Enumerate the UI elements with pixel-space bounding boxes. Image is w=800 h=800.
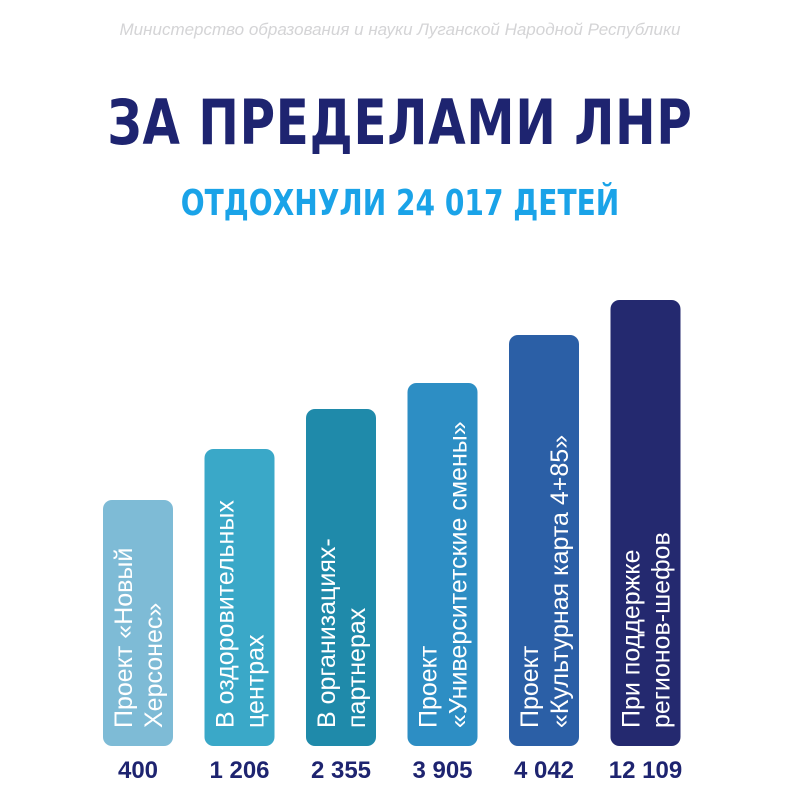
- page-subtitle: ОТДОХНУЛИ 24 017 ДЕТЕЙ: [180, 183, 620, 224]
- ministry-caption: Министерство образования и науки Луганск…: [119, 20, 681, 39]
- value-label-5: 4 042: [514, 757, 574, 784]
- value-label-1: 400: [118, 757, 158, 784]
- bar-6: [610, 300, 681, 746]
- page-title: ЗА ПРЕДЕЛАМИ ЛНР: [107, 86, 693, 159]
- bar-1: [103, 500, 173, 746]
- bar-label-2: В оздоровительныхцентрах: [212, 500, 270, 728]
- bar-3: [306, 409, 376, 746]
- bar-label-6: При поддержкерегионов-шефов: [618, 532, 676, 728]
- value-label-4: 3 905: [412, 757, 472, 784]
- bar-5: [509, 335, 579, 746]
- bar-2: [204, 449, 275, 746]
- bar-label-4: Проект«Университетские смены»: [415, 421, 473, 728]
- value-label-3: 2 355: [311, 757, 371, 784]
- value-label-6: 12 109: [609, 757, 682, 784]
- bar-4: [407, 383, 478, 746]
- bar-label-5: Проект«Культурная карта 4+85»: [516, 435, 574, 728]
- bar-label-3: В организациях-партнерах: [313, 538, 371, 728]
- value-label-2: 1 206: [209, 757, 269, 784]
- bar-label-1: Проект «НовыйХерсонес»: [110, 548, 168, 728]
